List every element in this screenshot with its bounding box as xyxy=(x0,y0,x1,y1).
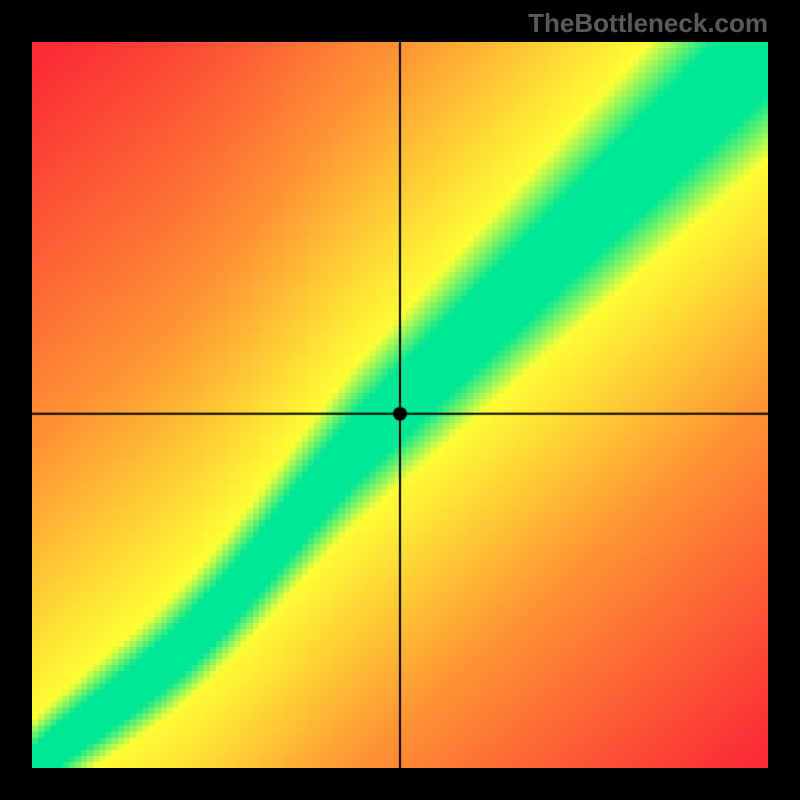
chart-container: TheBottleneck.com xyxy=(0,0,800,800)
watermark-label: TheBottleneck.com xyxy=(528,8,768,39)
crosshair-overlay xyxy=(32,42,768,768)
